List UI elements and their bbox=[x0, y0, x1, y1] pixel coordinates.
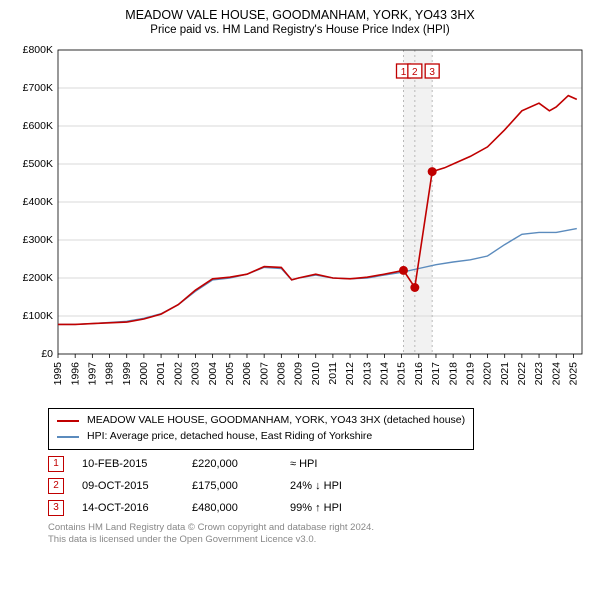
chart: £0 £100K £200K £300K £400K £500K £600K £700K £80… bbox=[12, 42, 588, 402]
svg-text:1995: 1995 bbox=[52, 362, 64, 386]
title-line1: MEADOW VALE HOUSE, GOODMANHAM, YORK, YO4… bbox=[12, 8, 588, 22]
svg-text:3: 3 bbox=[429, 67, 435, 78]
legend-item: MEADOW VALE HOUSE, GOODMANHAM, YORK, YO4… bbox=[57, 413, 465, 429]
event-delta: 24% ↓ HPI bbox=[290, 480, 380, 492]
svg-text:£600K: £600K bbox=[23, 120, 53, 132]
event-row: 3 14-OCT-2016 £480,000 99% ↑ HPI bbox=[48, 500, 588, 516]
event-price: £480,000 bbox=[192, 502, 272, 514]
legend-item: HPI: Average price, detached house, East… bbox=[57, 429, 465, 445]
event-marker-icon: 2 bbox=[48, 478, 64, 494]
legend: MEADOW VALE HOUSE, GOODMANHAM, YORK, YO4… bbox=[48, 408, 474, 450]
svg-text:2019: 2019 bbox=[464, 362, 476, 386]
event-price: £175,000 bbox=[192, 480, 272, 492]
footer-line2: This data is licensed under the Open Gov… bbox=[48, 534, 588, 546]
svg-text:£700K: £700K bbox=[23, 82, 53, 94]
svg-text:2015: 2015 bbox=[396, 362, 408, 386]
svg-text:2001: 2001 bbox=[155, 362, 167, 386]
svg-text:£300K: £300K bbox=[23, 234, 53, 246]
svg-text:1996: 1996 bbox=[69, 362, 81, 386]
svg-text:2008: 2008 bbox=[275, 362, 287, 386]
svg-text:2013: 2013 bbox=[361, 362, 373, 386]
svg-text:2000: 2000 bbox=[138, 362, 150, 386]
legend-swatch bbox=[57, 436, 79, 438]
event-marker-icon: 1 bbox=[48, 456, 64, 472]
events-table: 1 10-FEB-2015 £220,000 ≈ HPI 2 09-OCT-20… bbox=[48, 456, 588, 516]
svg-text:2018: 2018 bbox=[447, 362, 459, 386]
svg-text:2012: 2012 bbox=[344, 362, 356, 386]
svg-text:2003: 2003 bbox=[190, 362, 202, 386]
chart-titles: MEADOW VALE HOUSE, GOODMANHAM, YORK, YO4… bbox=[12, 8, 588, 36]
svg-text:2007: 2007 bbox=[258, 362, 270, 386]
svg-text:2017: 2017 bbox=[430, 362, 442, 386]
legend-swatch bbox=[57, 420, 79, 422]
event-price: £220,000 bbox=[192, 458, 272, 470]
svg-text:£500K: £500K bbox=[23, 158, 53, 170]
svg-text:£0: £0 bbox=[41, 348, 53, 360]
title-line2: Price paid vs. HM Land Registry's House … bbox=[12, 24, 588, 36]
event-marker-icon: 3 bbox=[48, 500, 64, 516]
footer: Contains HM Land Registry data © Crown c… bbox=[48, 522, 588, 547]
svg-text:2009: 2009 bbox=[293, 362, 305, 386]
svg-text:2014: 2014 bbox=[379, 362, 391, 386]
svg-text:2002: 2002 bbox=[172, 362, 184, 386]
svg-text:£400K: £400K bbox=[23, 196, 53, 208]
event-delta: ≈ HPI bbox=[290, 458, 380, 470]
svg-text:2016: 2016 bbox=[413, 362, 425, 386]
event-row: 2 09-OCT-2015 £175,000 24% ↓ HPI bbox=[48, 478, 588, 494]
legend-label: MEADOW VALE HOUSE, GOODMANHAM, YORK, YO4… bbox=[87, 413, 465, 429]
svg-text:2024: 2024 bbox=[550, 362, 562, 386]
legend-label: HPI: Average price, detached house, East… bbox=[87, 429, 372, 445]
svg-text:2021: 2021 bbox=[499, 362, 511, 386]
footer-line1: Contains HM Land Registry data © Crown c… bbox=[48, 522, 588, 534]
svg-text:2010: 2010 bbox=[310, 362, 322, 386]
event-row: 1 10-FEB-2015 £220,000 ≈ HPI bbox=[48, 456, 588, 472]
event-delta: 99% ↑ HPI bbox=[290, 502, 380, 514]
event-date: 09-OCT-2015 bbox=[82, 480, 174, 492]
svg-text:2025: 2025 bbox=[568, 362, 580, 386]
svg-text:2006: 2006 bbox=[241, 362, 253, 386]
event-date: 10-FEB-2015 bbox=[82, 458, 174, 470]
svg-text:£100K: £100K bbox=[23, 310, 53, 322]
svg-text:£800K: £800K bbox=[23, 44, 53, 56]
svg-text:2004: 2004 bbox=[207, 362, 219, 386]
svg-text:2020: 2020 bbox=[482, 362, 494, 386]
svg-text:2023: 2023 bbox=[533, 362, 545, 386]
chart-svg: £0 £100K £200K £300K £400K £500K £600K £700K £80… bbox=[12, 42, 588, 402]
svg-text:1998: 1998 bbox=[104, 362, 116, 386]
event-date: 14-OCT-2016 bbox=[82, 502, 174, 514]
svg-text:2005: 2005 bbox=[224, 362, 236, 386]
svg-text:2: 2 bbox=[412, 67, 418, 78]
svg-text:1: 1 bbox=[401, 67, 407, 78]
svg-text:1997: 1997 bbox=[87, 362, 99, 386]
svg-text:2022: 2022 bbox=[516, 362, 528, 386]
svg-text:2011: 2011 bbox=[327, 362, 339, 385]
svg-text:1999: 1999 bbox=[121, 362, 133, 386]
svg-text:£200K: £200K bbox=[23, 272, 53, 284]
